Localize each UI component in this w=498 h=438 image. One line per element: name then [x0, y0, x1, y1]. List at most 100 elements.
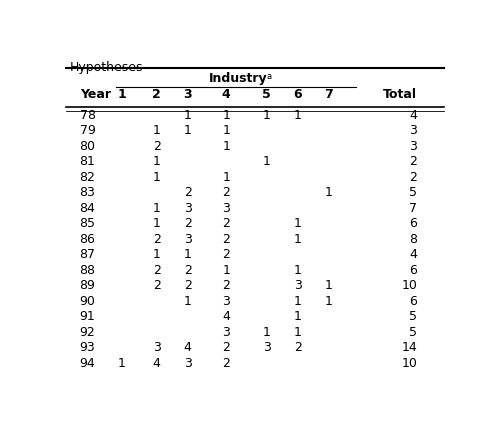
- Text: 2: 2: [153, 140, 161, 153]
- Text: 1: 1: [184, 124, 192, 137]
- Text: 1: 1: [325, 186, 333, 199]
- Text: 5: 5: [409, 326, 417, 339]
- Text: 4: 4: [222, 88, 231, 102]
- Text: 3: 3: [263, 341, 271, 354]
- Text: 1: 1: [118, 88, 126, 102]
- Text: 3: 3: [222, 326, 230, 339]
- Text: 1: 1: [294, 233, 302, 246]
- Text: 1: 1: [184, 295, 192, 308]
- Text: 1: 1: [184, 109, 192, 122]
- Text: a: a: [267, 72, 272, 81]
- Text: 14: 14: [401, 341, 417, 354]
- Text: 1: 1: [294, 311, 302, 323]
- Text: 1: 1: [184, 248, 192, 261]
- Text: 79: 79: [80, 124, 96, 137]
- Text: 93: 93: [80, 341, 96, 354]
- Text: 2: 2: [294, 341, 302, 354]
- Text: 2: 2: [152, 88, 161, 102]
- Text: 1: 1: [263, 326, 271, 339]
- Text: 4: 4: [409, 109, 417, 122]
- Text: 78: 78: [80, 109, 96, 122]
- Text: 84: 84: [80, 202, 96, 215]
- Text: 82: 82: [80, 171, 96, 184]
- Text: 5: 5: [262, 88, 271, 102]
- Text: 2: 2: [222, 186, 230, 199]
- Text: 5: 5: [409, 186, 417, 199]
- Text: 2: 2: [222, 248, 230, 261]
- Text: 2: 2: [184, 186, 192, 199]
- Text: 1: 1: [294, 326, 302, 339]
- Text: 3: 3: [183, 88, 192, 102]
- Text: 3: 3: [409, 140, 417, 153]
- Text: 89: 89: [80, 279, 96, 292]
- Text: 1: 1: [222, 264, 230, 277]
- Text: 2: 2: [153, 279, 161, 292]
- Text: 2: 2: [222, 357, 230, 370]
- Text: 1: 1: [222, 109, 230, 122]
- Text: 4: 4: [409, 248, 417, 261]
- Text: 6: 6: [293, 88, 302, 102]
- Text: 86: 86: [80, 233, 96, 246]
- Text: 4: 4: [184, 341, 192, 354]
- Text: 88: 88: [80, 264, 96, 277]
- Text: 6: 6: [409, 295, 417, 308]
- Text: 83: 83: [80, 186, 96, 199]
- Text: 4: 4: [222, 311, 230, 323]
- Text: 2: 2: [222, 217, 230, 230]
- Text: 5: 5: [409, 311, 417, 323]
- Text: 7: 7: [409, 202, 417, 215]
- Text: 3: 3: [222, 202, 230, 215]
- Text: 81: 81: [80, 155, 96, 168]
- Text: 1: 1: [153, 248, 161, 261]
- Text: 2: 2: [184, 279, 192, 292]
- Text: 1: 1: [222, 171, 230, 184]
- Text: 3: 3: [184, 357, 192, 370]
- Text: 87: 87: [80, 248, 96, 261]
- Text: 85: 85: [80, 217, 96, 230]
- Text: 2: 2: [409, 171, 417, 184]
- Text: 2: 2: [409, 155, 417, 168]
- Text: 6: 6: [409, 217, 417, 230]
- Text: 1: 1: [263, 109, 271, 122]
- Text: 1: 1: [325, 279, 333, 292]
- Text: 3: 3: [184, 202, 192, 215]
- Text: Year: Year: [80, 88, 111, 102]
- Text: 91: 91: [80, 311, 96, 323]
- Text: 1: 1: [153, 124, 161, 137]
- Text: Industry: Industry: [209, 71, 267, 85]
- Text: 10: 10: [401, 357, 417, 370]
- Text: 92: 92: [80, 326, 96, 339]
- Text: 4: 4: [153, 357, 161, 370]
- Text: 1: 1: [294, 217, 302, 230]
- Text: 1: 1: [294, 109, 302, 122]
- Text: 3: 3: [294, 279, 302, 292]
- Text: 7: 7: [324, 88, 333, 102]
- Text: 90: 90: [80, 295, 96, 308]
- Text: 6: 6: [409, 264, 417, 277]
- Text: 1: 1: [325, 295, 333, 308]
- Text: 8: 8: [409, 233, 417, 246]
- Text: 1: 1: [153, 155, 161, 168]
- Text: 1: 1: [153, 202, 161, 215]
- Text: Total: Total: [383, 88, 417, 102]
- Text: 3: 3: [184, 233, 192, 246]
- Text: 80: 80: [80, 140, 96, 153]
- Text: 3: 3: [153, 341, 161, 354]
- Text: 1: 1: [153, 171, 161, 184]
- Text: 2: 2: [222, 279, 230, 292]
- Text: 3: 3: [409, 124, 417, 137]
- Text: 2: 2: [153, 264, 161, 277]
- Text: 10: 10: [401, 279, 417, 292]
- Text: 2: 2: [153, 233, 161, 246]
- Text: 1: 1: [294, 264, 302, 277]
- Text: 2: 2: [184, 264, 192, 277]
- Text: 2: 2: [222, 233, 230, 246]
- Text: 1: 1: [263, 155, 271, 168]
- Text: Hypotheses: Hypotheses: [70, 61, 143, 74]
- Text: 1: 1: [153, 217, 161, 230]
- Text: 2: 2: [184, 217, 192, 230]
- Text: 3: 3: [222, 295, 230, 308]
- Text: 1: 1: [222, 124, 230, 137]
- Text: 1: 1: [294, 295, 302, 308]
- Text: 1: 1: [118, 357, 126, 370]
